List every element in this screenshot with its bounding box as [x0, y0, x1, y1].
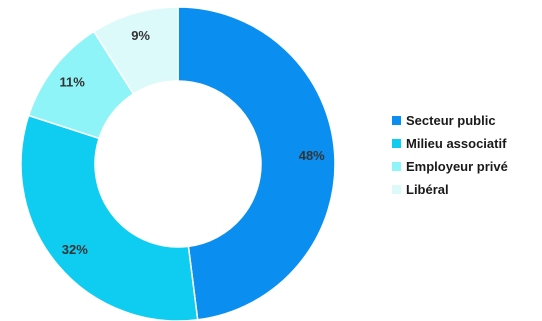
legend-swatch-liberal [392, 185, 401, 194]
legend-item-liberal: Libéral [392, 178, 508, 201]
legend-label: Employeur privé [406, 159, 508, 174]
legend-swatch-employeur-prive [392, 162, 401, 171]
legend-label: Libéral [406, 182, 449, 197]
slice-milieu-associatif [20, 114, 199, 321]
legend-swatch-secteur-public [392, 116, 401, 125]
slice-labels: 48% 32% 11% 9% [59, 28, 325, 257]
slice-label-secteur-public: 48% [299, 148, 325, 163]
legend-swatch-milieu-associatif [392, 139, 401, 148]
legend-item-employeur-prive: Employeur privé [392, 155, 508, 178]
chart-legend: Secteur public Milieu associatif Employeur… [392, 109, 508, 201]
legend-label: Milieu associatif [406, 136, 507, 151]
slice-label-liberal: 9% [131, 28, 150, 43]
slice-secteur-public [177, 6, 336, 321]
slice-label-employeur-prive: 11% [59, 74, 85, 89]
legend-item-milieu-associatif: Milieu associatif [392, 132, 508, 155]
legend-item-secteur-public: Secteur public [392, 109, 508, 132]
slice-label-milieu-associatif: 32% [62, 242, 88, 257]
legend-label: Secteur public [406, 113, 496, 128]
slice-liberal [92, 6, 179, 95]
donut-slices [20, 6, 336, 321]
